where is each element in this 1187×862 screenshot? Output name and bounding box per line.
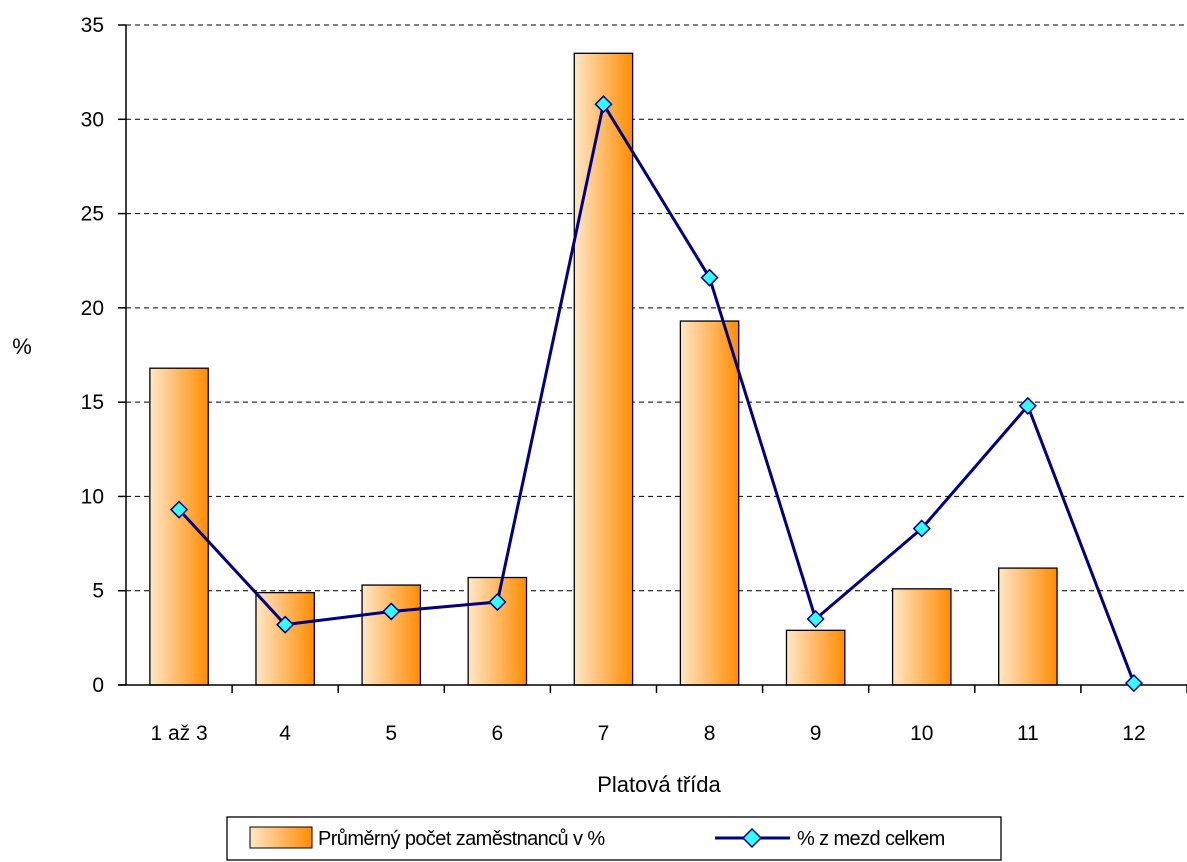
x-tick-label: 5 [385,722,397,745]
bars [149,52,1058,686]
line-point [1124,674,1144,693]
y-axis-title: % [12,334,32,359]
line-point [912,519,931,538]
legend-line-label: % z mezd celkem [797,828,945,850]
bar [679,320,740,686]
legend-box [226,816,1002,861]
line-point [488,592,507,612]
x-tick-label: 11 [1017,722,1039,745]
legend-marker-icon [741,827,763,849]
legend: Průměrný počet zaměstnanců v % % z mezd … [226,816,1002,861]
y-tick-label: 0 [92,674,104,697]
y-tick-label: 15 [81,391,104,414]
bar [255,591,315,686]
y-tick-label: 20 [81,297,104,320]
bar [149,367,209,686]
line-point [700,268,719,287]
tick-labels: 0 5 10 15 20 25 30 35 1 až 3 4 5 6 7 8 9 10 11 12 [81,14,1146,745]
line-point [594,95,613,114]
axes [118,24,1187,693]
x-axis-title: Platová třída [597,772,721,797]
bar [361,584,422,686]
y-tick-label: 30 [81,108,104,131]
x-tick-label: 9 [810,722,822,745]
x-tick-label: 10 [910,722,933,745]
x-tick-label: 6 [492,722,504,745]
x-tick-label: 7 [598,722,610,745]
bar [998,567,1058,686]
line-series-path [177,102,1136,684]
x-tick-label: 12 [1122,722,1145,745]
x-tick-label: 8 [704,722,716,745]
y-tick-label: 5 [92,580,104,603]
bar [891,588,952,686]
bar [573,52,634,686]
y-tick-label: 35 [81,14,104,37]
bar [785,629,846,686]
legend-bar-label: Průměrný počet zaměstnanců v % [318,828,605,850]
line-point [1018,396,1037,415]
x-tick-label: 4 [279,722,291,745]
line-point [806,609,825,629]
y-tick-label: 10 [81,485,104,508]
line-point [276,615,295,634]
legend-bar-swatch [249,826,313,849]
line-point [382,602,401,621]
line-point [169,500,189,519]
gridlines [126,24,1187,592]
line-series [169,95,1144,693]
x-tick-label: 1 až 3 [150,722,207,745]
y-tick-label: 25 [81,203,104,226]
